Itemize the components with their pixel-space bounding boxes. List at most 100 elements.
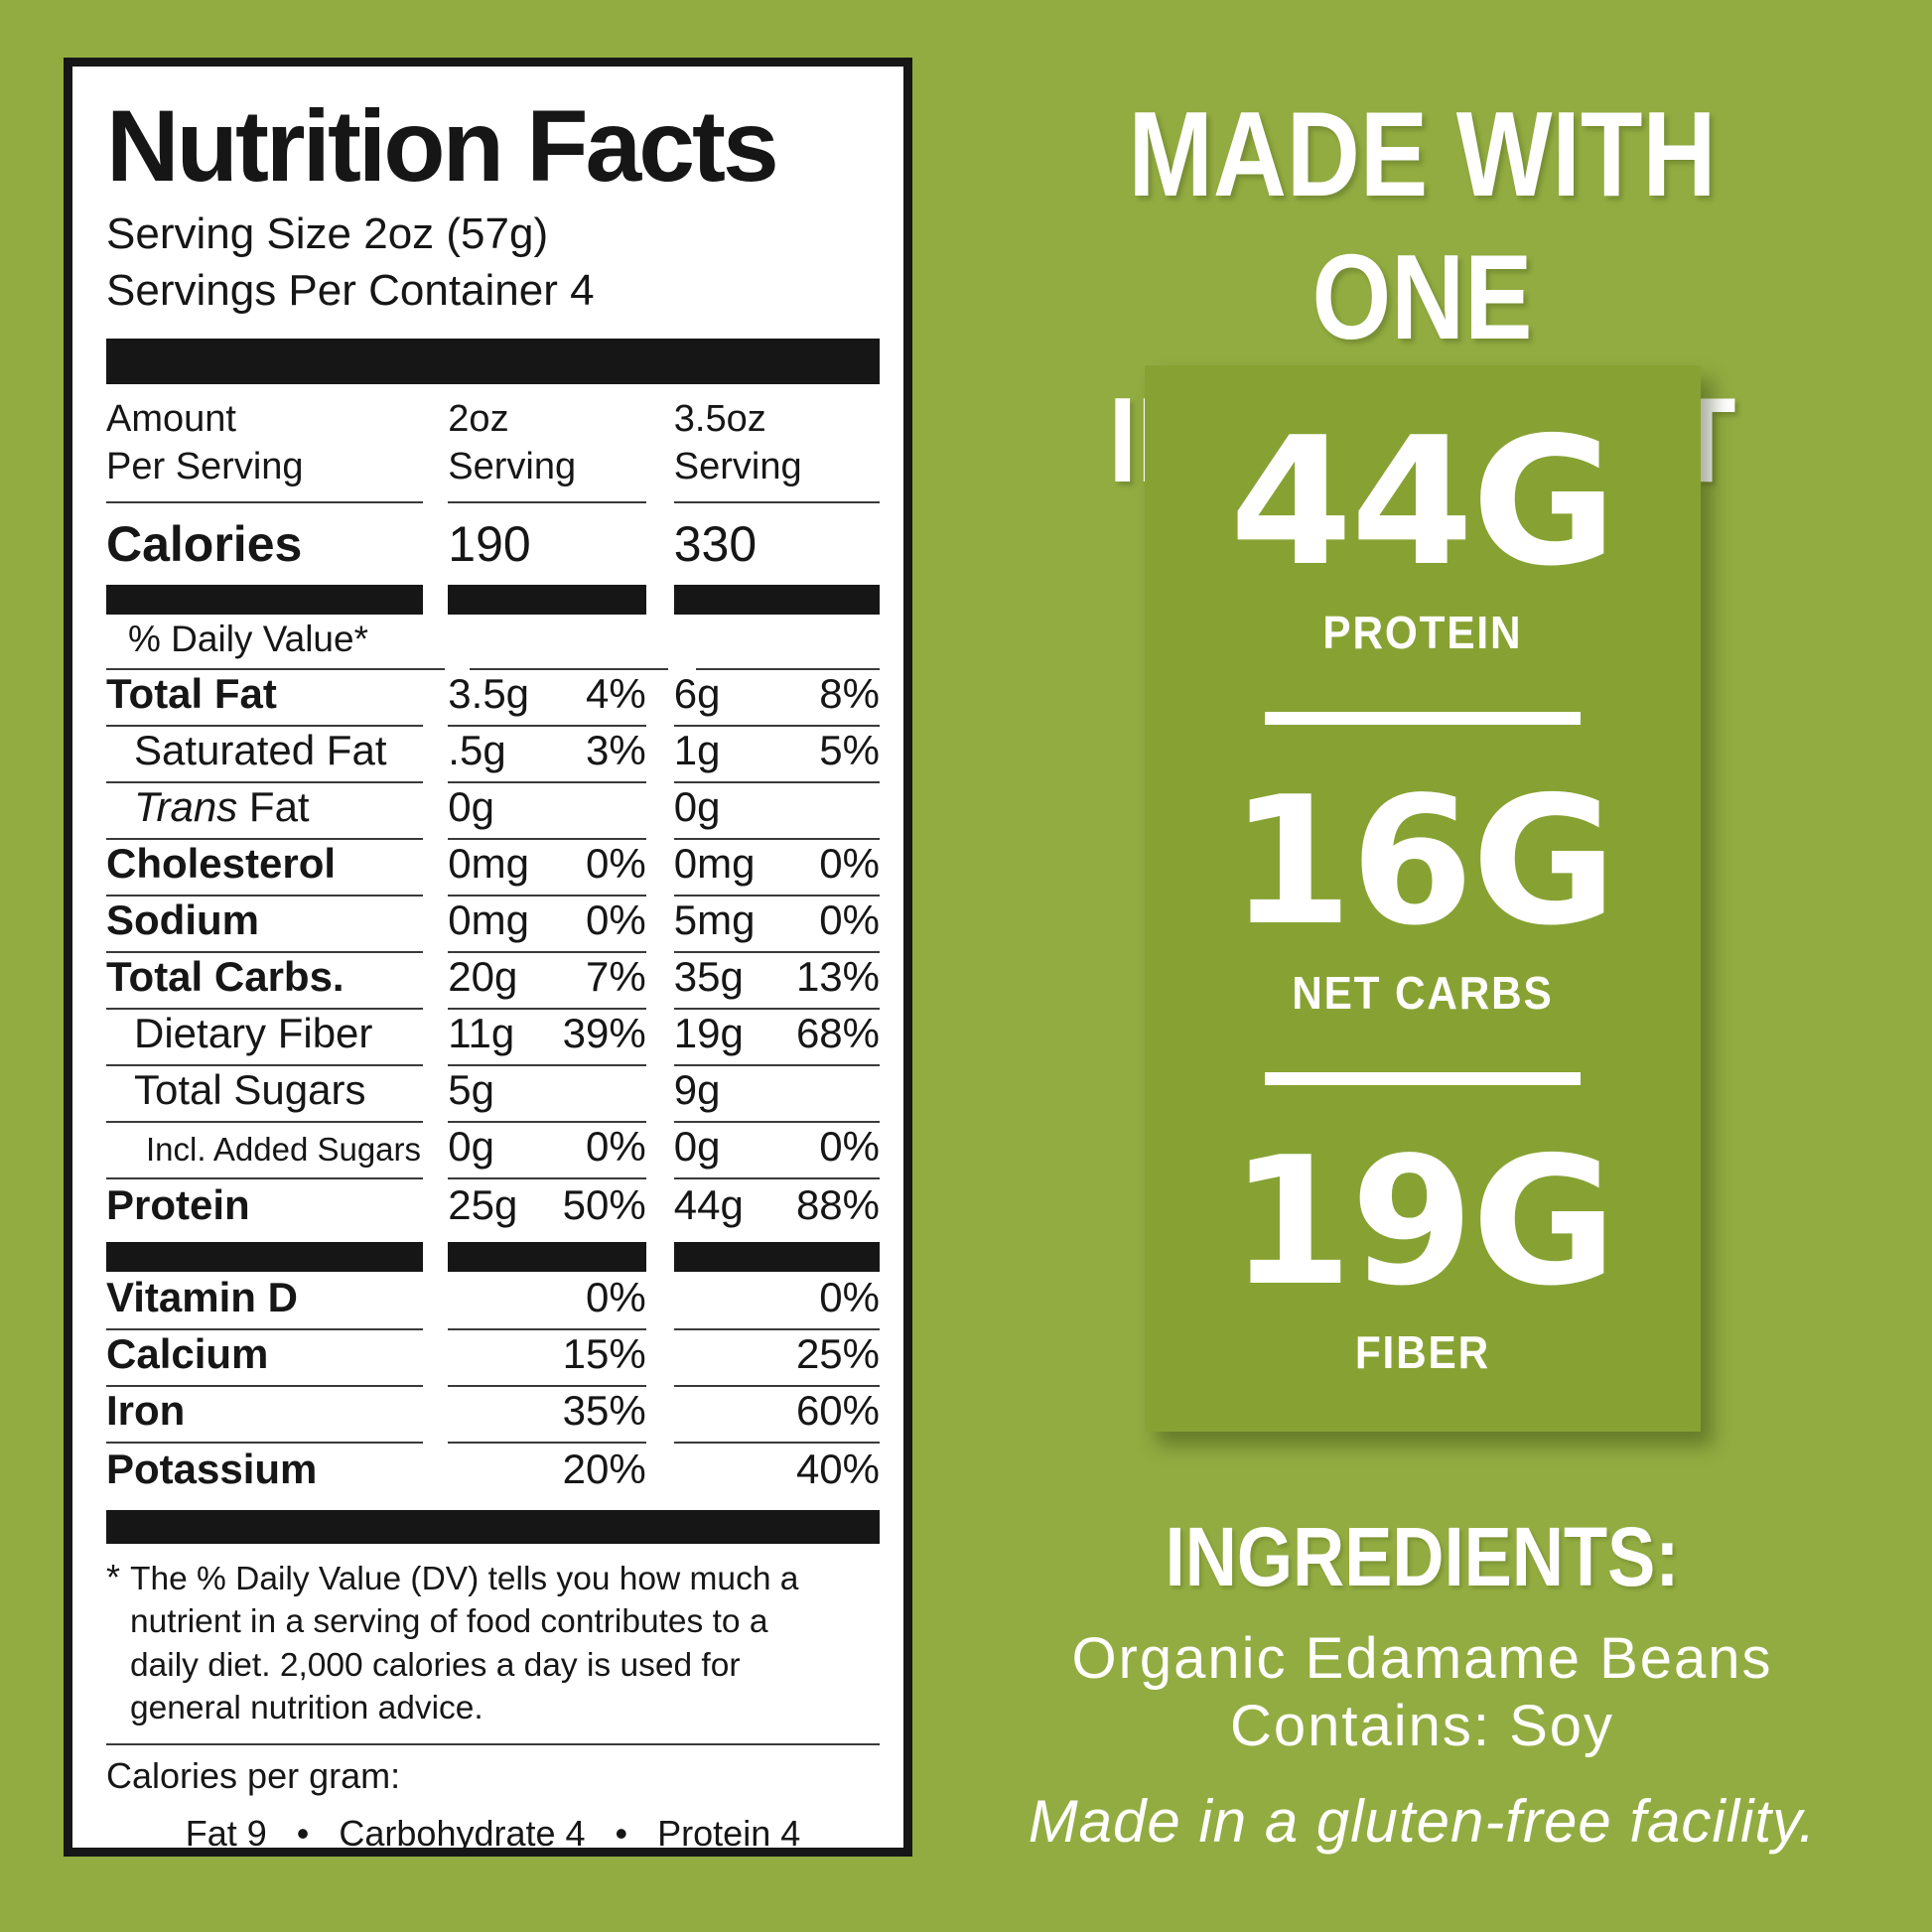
nutrient-row: Total Carbs. 20g 7% 35g 13% xyxy=(106,953,880,1011)
nutrition-facts-label: Nutrition Facts Serving Size 2oz (57g) S… xyxy=(64,58,912,1857)
separator-bar-bottom xyxy=(106,1510,880,1545)
nutrient-row: Dietary Fiber 11g 39% 19g 68% xyxy=(106,1010,880,1067)
nutrient-row: Protein 25g 50% 44g 88% xyxy=(106,1179,880,1236)
nutrient-row: Total Sugars 5g 9g xyxy=(106,1066,880,1124)
nutrient-dv-2oz: 4% xyxy=(586,670,646,718)
nutrient-dv-2oz: 20% xyxy=(562,1446,646,1493)
marketing-panel: MADE WITH ONE INGREDIENT 44G PROTEIN 16G… xyxy=(912,0,1932,1932)
nutrient-amount-2oz: 0g xyxy=(448,783,495,831)
header-amount-line2: Per Serving xyxy=(106,446,304,488)
servings-per-container-text: Servings Per Container 4 xyxy=(106,266,595,316)
nutrient-rows: Total Fat 3.5g 4% 6g 8% Saturated Fat .5… xyxy=(106,670,880,1236)
ingredients-line2: Contains: Soy xyxy=(1229,1694,1615,1758)
gluten-free-note: Made in a gluten-free facility. xyxy=(1028,1788,1817,1855)
nutrient-amount-2oz: 0g xyxy=(448,1123,495,1171)
nutrient-row: Cholesterol 0mg 0% 0mg 0% xyxy=(106,840,880,897)
fiber-label: FIBER xyxy=(1354,1325,1490,1378)
nutrient-amount-2oz: 20g xyxy=(448,953,518,1001)
stat-divider xyxy=(1264,712,1581,726)
nutrient-name: Dietary Fiber xyxy=(134,1010,373,1057)
column-header-amount: Amount Per Serving xyxy=(106,384,424,504)
nutrient-amount-2oz: 5g xyxy=(448,1066,495,1114)
nutrient-dv-3-5oz: 0% xyxy=(819,897,880,944)
nutrient-name: Potassium xyxy=(106,1446,318,1493)
stat-net-carbs: 16G NET CARBS xyxy=(1230,773,1617,1019)
nutrient-dv-3-5oz: 68% xyxy=(795,1010,880,1057)
nutrient-amount-2oz: 25g xyxy=(448,1181,518,1229)
thin-rule xyxy=(106,1742,880,1745)
calories-row: Calories 190 330 xyxy=(106,503,880,581)
protein-grams: 44G xyxy=(1229,399,1617,606)
calories-value-3-5oz: 330 xyxy=(673,516,758,573)
footnote-text: The % Daily Value (DV) tells you how muc… xyxy=(130,1561,799,1726)
nutrient-dv-3-5oz: 40% xyxy=(795,1446,880,1493)
nutrient-dv-2oz: 0% xyxy=(586,1123,646,1171)
nutrient-row: Calcium 15% 25% xyxy=(106,1330,880,1388)
nutrient-row: Potassium 20% 40% xyxy=(106,1444,880,1500)
nutrient-dv-2oz: 0% xyxy=(586,1274,646,1321)
nutrient-name: Total Sugars xyxy=(134,1066,366,1114)
nutrient-amount-3-5oz: 0g xyxy=(673,1123,721,1171)
nutrient-dv-2oz: 0% xyxy=(586,897,646,944)
nutrient-row: Sodium 0mg 0% 5mg 0% xyxy=(106,897,880,954)
footnote-asterisk: * xyxy=(106,1557,121,1598)
nutrient-row: Iron 35% 60% xyxy=(106,1387,880,1445)
nutrient-row: Trans Fat 0g 0g xyxy=(106,783,880,841)
nutrient-dv-2oz: 15% xyxy=(562,1330,646,1378)
nutrient-dv-3-5oz: 0% xyxy=(819,1123,880,1171)
ingredients-title: INGREDIENTS: xyxy=(1165,1510,1680,1603)
nutrient-dv-2oz: 0% xyxy=(586,840,646,888)
stat-fiber: 19G FIBER xyxy=(1229,1118,1617,1379)
serving-size-text: Serving Size 2oz (57g) xyxy=(106,209,549,259)
nutrient-row: Vitamin D 0% 0% xyxy=(106,1274,880,1331)
calories-per-gram-values: Fat 9 • Carbohydrate 4 • Protein 4 xyxy=(185,1812,801,1854)
nutrient-dv-3-5oz: 8% xyxy=(819,670,880,718)
nutrient-row: Total Fat 3.5g 4% 6g 8% xyxy=(106,670,880,728)
calories-label: Calories xyxy=(106,516,303,573)
nutrient-dv-3-5oz: 0% xyxy=(819,840,880,888)
nutrient-amount-3-5oz: 44g xyxy=(673,1181,744,1229)
nutrient-dv-3-5oz: 5% xyxy=(819,727,880,774)
nutrient-dv-2oz: 7% xyxy=(586,953,646,1001)
stat-divider xyxy=(1264,1071,1581,1085)
daily-value-footnote: * The % Daily Value (DV) tells you how m… xyxy=(106,1558,880,1729)
macro-stats-box: 44G PROTEIN 16G NET CARBS 19G FIBER xyxy=(1144,365,1701,1432)
nutrient-name: Trans Fat xyxy=(134,783,310,831)
nutrient-row: Saturated Fat .5g 3% 1g 5% xyxy=(106,727,880,784)
nutrient-amount-2oz: 0mg xyxy=(448,840,529,888)
nutrient-row: Incl. Added Sugars 0g 0% 0g 0% xyxy=(106,1123,880,1180)
fiber-grams: 19G xyxy=(1229,1118,1617,1324)
column-header-row: Amount Per Serving 2oz Serving 3.5oz Ser… xyxy=(106,384,880,504)
nutrient-dv-3-5oz: 0% xyxy=(819,1274,880,1321)
header-2oz: 2oz Serving xyxy=(448,398,577,488)
nutrient-name: Total Fat xyxy=(106,670,277,718)
nutrient-amount-3-5oz: 19g xyxy=(673,1010,744,1057)
header-3-5oz: 3.5oz Serving xyxy=(673,398,802,488)
header-amount-line1: Amount xyxy=(106,398,236,441)
nutrient-amount-3-5oz: 0mg xyxy=(673,840,756,888)
nutrient-name: Sodium xyxy=(106,897,259,944)
nutrient-amount-2oz: 11g xyxy=(448,1010,515,1057)
nutrient-name: Vitamin D xyxy=(106,1274,298,1321)
stat-protein: 44G PROTEIN xyxy=(1229,399,1617,659)
nutrient-name: Total Carbs. xyxy=(106,953,345,1001)
daily-value-header: % Daily Value* xyxy=(106,619,446,671)
nutrient-amount-3-5oz: 0g xyxy=(673,783,721,831)
nutrient-name: Protein xyxy=(106,1181,250,1229)
calories-per-gram-label: Calories per gram: xyxy=(106,1754,401,1796)
nutrient-name: Cholesterol xyxy=(106,840,337,888)
nutrient-amount-3-5oz: 6g xyxy=(673,670,721,718)
separator-bar-top xyxy=(106,339,880,385)
vitamin-rows: Vitamin D 0% 0% Calcium 15% 25% Iron 35%… xyxy=(106,1274,880,1500)
nutrient-dv-3-5oz: 25% xyxy=(795,1330,880,1378)
nutrient-amount-3-5oz: 1g xyxy=(673,727,721,774)
nutrient-amount-3-5oz: 5mg xyxy=(673,897,756,944)
ingredients-line1: Organic Edamame Beans xyxy=(1071,1626,1773,1691)
net-carbs-label: NET CARBS xyxy=(1291,966,1554,1019)
column-header-2oz: 2oz Serving xyxy=(448,384,646,504)
nutrient-name: Saturated Fat xyxy=(134,727,387,774)
headline-line1: MADE WITH xyxy=(1128,86,1717,221)
column-header-3-5oz: 3.5oz Serving xyxy=(673,384,880,504)
daily-value-header-row: % Daily Value* xyxy=(106,615,880,671)
